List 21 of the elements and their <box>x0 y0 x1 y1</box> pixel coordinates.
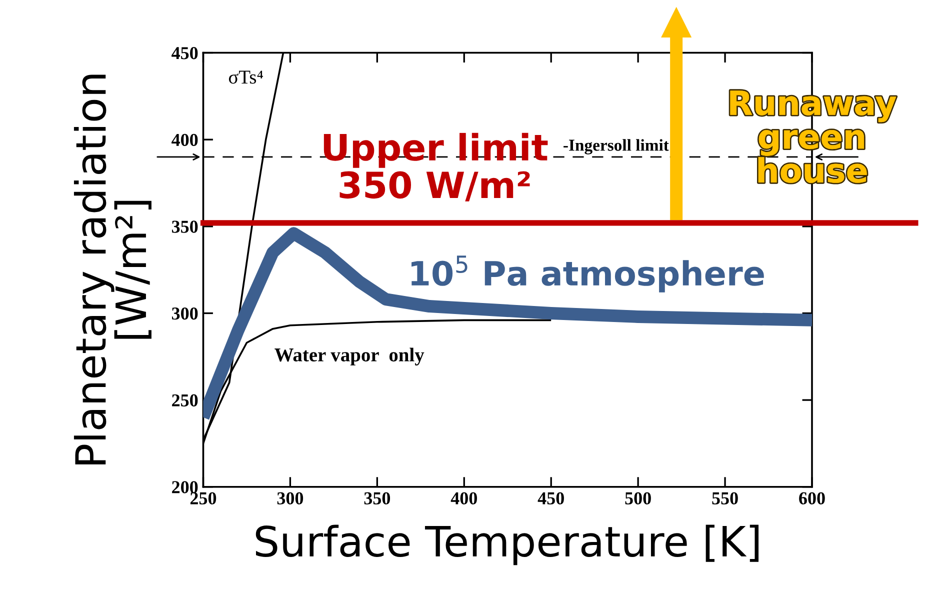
x-tick-label: 550 <box>712 492 738 504</box>
x-tick-label: 500 <box>625 492 651 504</box>
annotation: σTs⁴ <box>228 70 263 84</box>
x-tick-label: 450 <box>538 492 564 504</box>
y-tick-label: 450 <box>172 47 198 60</box>
annotation: Water vapor only <box>274 348 424 366</box>
y-tick-label: 250 <box>172 394 198 406</box>
x-tick-label: 300 <box>277 492 304 504</box>
x-tick-label: 400 <box>450 492 477 504</box>
annotation: 10$^{5}$ Pa atmosphere <box>412 256 764 292</box>
y-axis-title: Planetary radiation [W/m²] <box>74 74 152 464</box>
x-tick-label: 600 <box>799 492 825 504</box>
ref-line-label: -Ingersoll limit <box>564 139 669 154</box>
y-tick-label: 200 <box>172 481 198 494</box>
x-tick-label: 350 <box>364 492 390 504</box>
y-tick-label: 350 <box>172 220 198 233</box>
ref-line-label: Upper limit 350 W/m² <box>324 132 548 202</box>
y-tick-label: 300 <box>172 307 198 320</box>
x-axis-title: Surface Temperature [K] <box>256 524 759 566</box>
y-tick-label: 400 <box>172 134 198 146</box>
x-tick-label: 250 <box>190 492 216 504</box>
